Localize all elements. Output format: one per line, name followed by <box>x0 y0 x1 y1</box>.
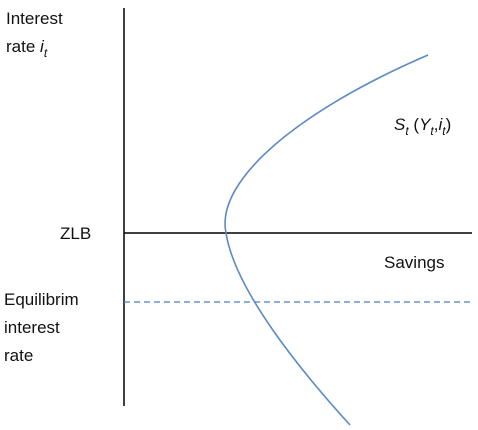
savings-curve <box>224 54 429 426</box>
text-part: rate <box>6 37 40 56</box>
text-part: , <box>434 115 439 134</box>
text-part: t <box>442 124 446 138</box>
text-part: t <box>405 124 409 138</box>
equilibrium-label: rate <box>4 346 33 365</box>
text-part: Y <box>419 115 432 134</box>
text-part: i <box>40 37 45 56</box>
x-axis-label: Savings <box>384 253 444 272</box>
text-part: i <box>439 115 444 134</box>
zlb-label: ZLB <box>60 224 91 243</box>
equilibrium-label: interest <box>4 318 60 337</box>
equilibrium-label: Equilibrim <box>4 290 79 309</box>
text-part: S <box>394 115 406 134</box>
text-part: ) <box>446 115 452 134</box>
curve-label: St (Yt,it) <box>394 115 451 138</box>
y-axis-label: rate it <box>6 37 48 60</box>
text-part: ( <box>409 115 420 134</box>
text-part: t <box>430 124 434 138</box>
y-axis-label: Interest <box>6 9 63 28</box>
text-part: t <box>44 46 48 60</box>
